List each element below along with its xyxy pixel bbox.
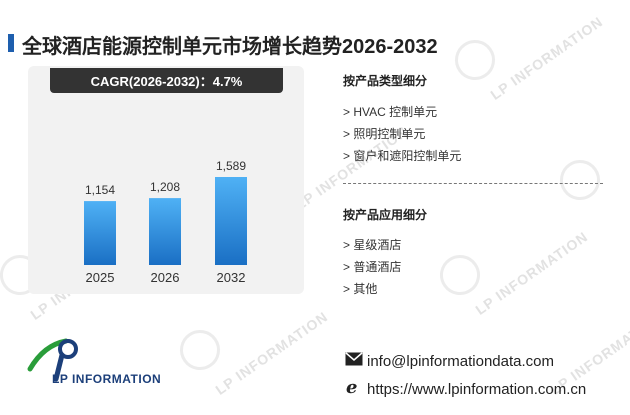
category-label: 2025 — [86, 270, 115, 285]
app-segment-item: > 星级酒店 — [343, 238, 402, 252]
bar-2026 — [149, 198, 181, 265]
type-segment-item: > HVAC 控制单元 — [343, 105, 438, 119]
bar-value-label: 1,154 — [85, 183, 115, 197]
segment-divider — [343, 183, 603, 184]
type-segment-item: > 照明控制单元 — [343, 127, 426, 141]
watermark-text: LP INFORMATION — [472, 228, 591, 318]
page-title: 全球酒店能源控制单元市场增长趋势2026-2032 — [22, 36, 438, 58]
watermark-text: LP INFORMATION — [212, 308, 331, 398]
browser-e-icon: e — [345, 377, 363, 400]
contact-email: info@lpinformationdata.com — [345, 352, 554, 370]
watermark-text: LP INFORMATION — [487, 13, 606, 103]
title-accent-bar — [8, 34, 14, 52]
website-text: https://www.lpinformation.com.cn — [367, 380, 587, 398]
lp-logo-icon — [27, 338, 78, 382]
watermark-logo-mark — [172, 322, 228, 378]
watermark-logo-mark — [432, 247, 488, 303]
category-label: 2032 — [217, 270, 246, 285]
watermark-logo-mark — [552, 152, 608, 208]
type-segment-item: > 窗户和遮阳控制单元 — [343, 149, 462, 163]
app-segment-heading: 按产品应用细分 — [343, 208, 428, 222]
app-segment-item: > 普通酒店 — [343, 260, 402, 274]
bar-value-label: 1,589 — [216, 159, 246, 173]
type-segment-heading: 按产品类型细分 — [343, 74, 428, 88]
app-segment-item: > 其他 — [343, 282, 378, 296]
category-label: 2026 — [151, 270, 180, 285]
bar-value-label: 1,208 — [150, 180, 180, 194]
bar-2025 — [84, 201, 116, 265]
watermark-logo-mark — [447, 32, 503, 88]
contact-website: e https://www.lpinformation.com.cn — [345, 377, 587, 400]
svg-text:e: e — [346, 378, 357, 396]
cagr-badge: CAGR(2026-2032)：4.7% — [50, 68, 283, 93]
email-text: info@lpinformationdata.com — [367, 352, 554, 370]
envelope-icon — [345, 352, 363, 370]
logo-text: LP INFORMATION — [52, 372, 162, 386]
bar-chart: 1,154 2025 1,208 2026 1,589 2032 — [84, 159, 247, 285]
bar-2032 — [215, 177, 247, 265]
